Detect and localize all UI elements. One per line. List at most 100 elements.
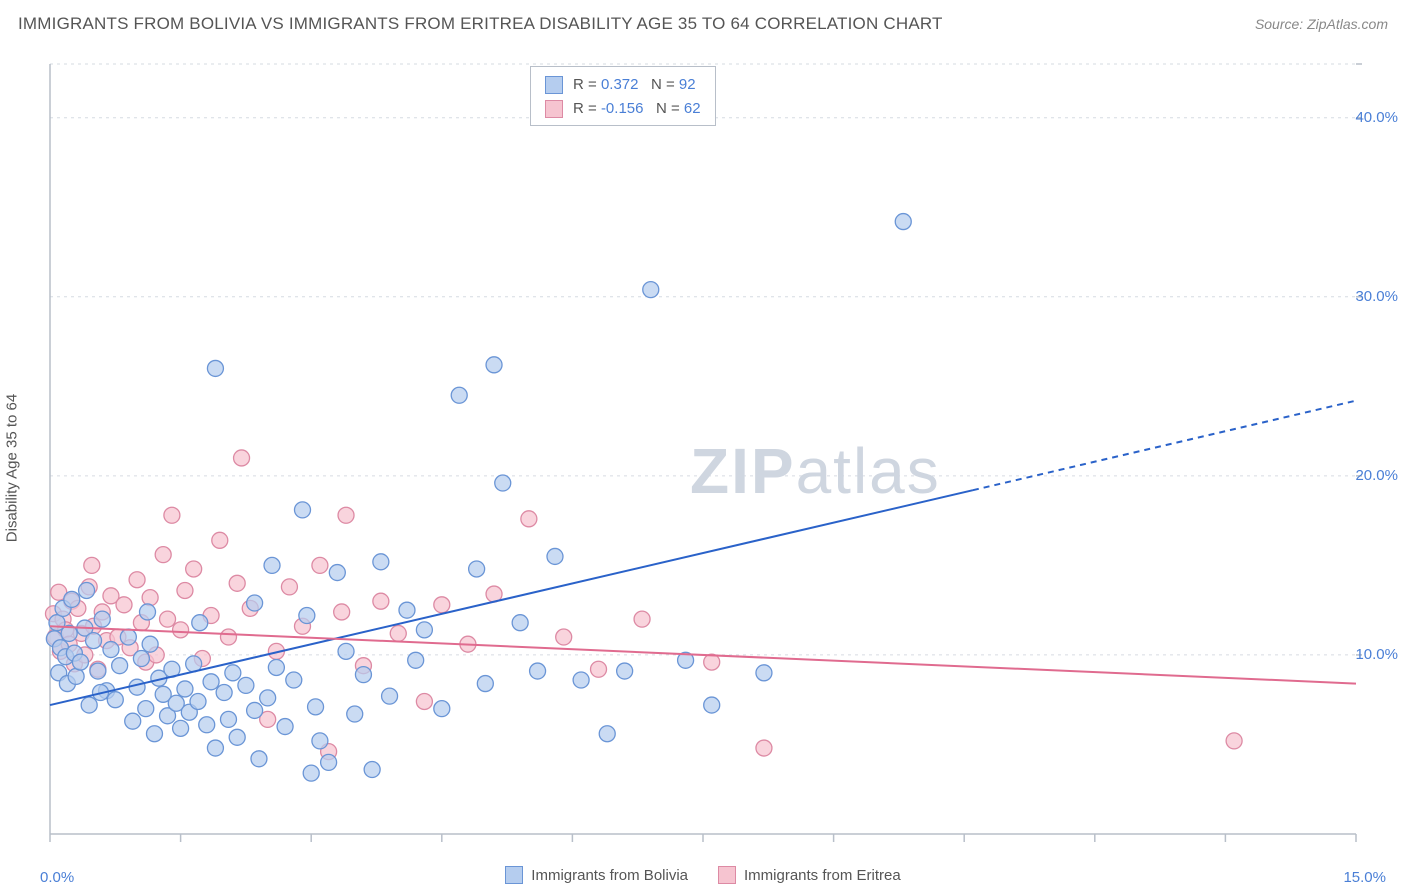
data-point — [373, 554, 389, 570]
data-point — [229, 729, 245, 745]
chart-source: Source: ZipAtlas.com — [1255, 16, 1388, 32]
data-point — [599, 726, 615, 742]
data-point — [192, 615, 208, 631]
data-point — [164, 507, 180, 523]
data-point — [303, 765, 319, 781]
legend-label: Immigrants from Eritrea — [744, 867, 901, 884]
y-axis-label: Disability Age 35 to 64 — [4, 394, 21, 542]
data-point — [469, 561, 485, 577]
data-point — [355, 667, 371, 683]
data-point — [125, 713, 141, 729]
data-point — [220, 629, 236, 645]
data-point — [1226, 733, 1242, 749]
data-point — [895, 214, 911, 230]
data-point — [190, 693, 206, 709]
legend-swatch — [545, 76, 563, 94]
data-point — [160, 611, 176, 627]
data-point — [281, 579, 297, 595]
y-tick-label: 40.0% — [1355, 109, 1398, 126]
data-point — [216, 685, 232, 701]
data-point — [229, 575, 245, 591]
y-tick-label: 30.0% — [1355, 288, 1398, 305]
data-point — [373, 593, 389, 609]
legend-swatch — [718, 866, 736, 884]
data-point — [495, 475, 511, 491]
data-point — [756, 740, 772, 756]
data-point — [312, 733, 328, 749]
chart-title: IMMIGRANTS FROM BOLIVIA VS IMMIGRANTS FR… — [18, 14, 943, 34]
data-point — [399, 602, 415, 618]
data-point — [329, 565, 345, 581]
data-point — [486, 357, 502, 373]
data-point — [207, 740, 223, 756]
data-point — [238, 677, 254, 693]
data-point — [72, 654, 88, 670]
data-point — [103, 642, 119, 658]
data-point — [220, 711, 236, 727]
legend-swatch — [505, 866, 523, 884]
data-point — [133, 651, 149, 667]
data-point — [107, 692, 123, 708]
data-point — [299, 608, 315, 624]
data-point — [260, 690, 276, 706]
data-point — [120, 629, 136, 645]
data-point — [416, 622, 432, 638]
data-point — [334, 604, 350, 620]
source-link[interactable]: ZipAtlas.com — [1307, 16, 1388, 32]
data-point — [390, 625, 406, 641]
correlation-legend-text: R = 0.372 N = 92 — [573, 73, 696, 97]
data-point — [308, 699, 324, 715]
data-point — [90, 663, 106, 679]
data-point — [186, 561, 202, 577]
data-point — [79, 582, 95, 598]
data-point — [234, 450, 250, 466]
data-point — [112, 658, 128, 674]
data-point — [177, 681, 193, 697]
data-point — [84, 557, 100, 573]
data-point — [155, 547, 171, 563]
series-legend: Immigrants from Bolivia Immigrants from E… — [0, 858, 1406, 892]
data-point — [129, 572, 145, 588]
data-point — [556, 629, 572, 645]
data-point — [225, 665, 241, 681]
legend-item: Immigrants from Bolivia — [505, 866, 688, 884]
source-prefix: Source: — [1255, 16, 1307, 32]
chart-area: Disability Age 35 to 64 ZIPatlas R = 0.3… — [0, 44, 1406, 892]
correlation-legend-row: R = -0.156 N = 62 — [545, 97, 701, 121]
data-point — [573, 672, 589, 688]
data-point — [617, 663, 633, 679]
data-point — [64, 591, 80, 607]
data-point — [643, 282, 659, 298]
data-point — [416, 693, 432, 709]
data-point — [173, 720, 189, 736]
data-point — [294, 502, 310, 518]
data-point — [756, 665, 772, 681]
data-point — [321, 754, 337, 770]
data-point — [591, 661, 607, 677]
data-point — [530, 663, 546, 679]
data-point — [434, 701, 450, 717]
correlation-legend-box: R = 0.372 N = 92R = -0.156 N = 62 — [530, 66, 716, 126]
data-point — [521, 511, 537, 527]
data-point — [247, 702, 263, 718]
data-point — [277, 719, 293, 735]
data-point — [129, 679, 145, 695]
legend-item: Immigrants from Eritrea — [718, 866, 901, 884]
data-point — [203, 674, 219, 690]
data-point — [268, 659, 284, 675]
data-point — [177, 582, 193, 598]
data-point — [140, 604, 156, 620]
data-point — [68, 668, 84, 684]
data-point — [286, 672, 302, 688]
data-point — [212, 532, 228, 548]
data-point — [142, 590, 158, 606]
legend-swatch — [545, 100, 563, 118]
data-point — [451, 387, 467, 403]
data-point — [364, 762, 380, 778]
data-point — [247, 595, 263, 611]
correlation-legend-text: R = -0.156 N = 62 — [573, 97, 701, 121]
legend-label: Immigrants from Bolivia — [531, 867, 688, 884]
data-point — [347, 706, 363, 722]
scatter-plot — [0, 44, 1406, 864]
data-point — [264, 557, 280, 573]
